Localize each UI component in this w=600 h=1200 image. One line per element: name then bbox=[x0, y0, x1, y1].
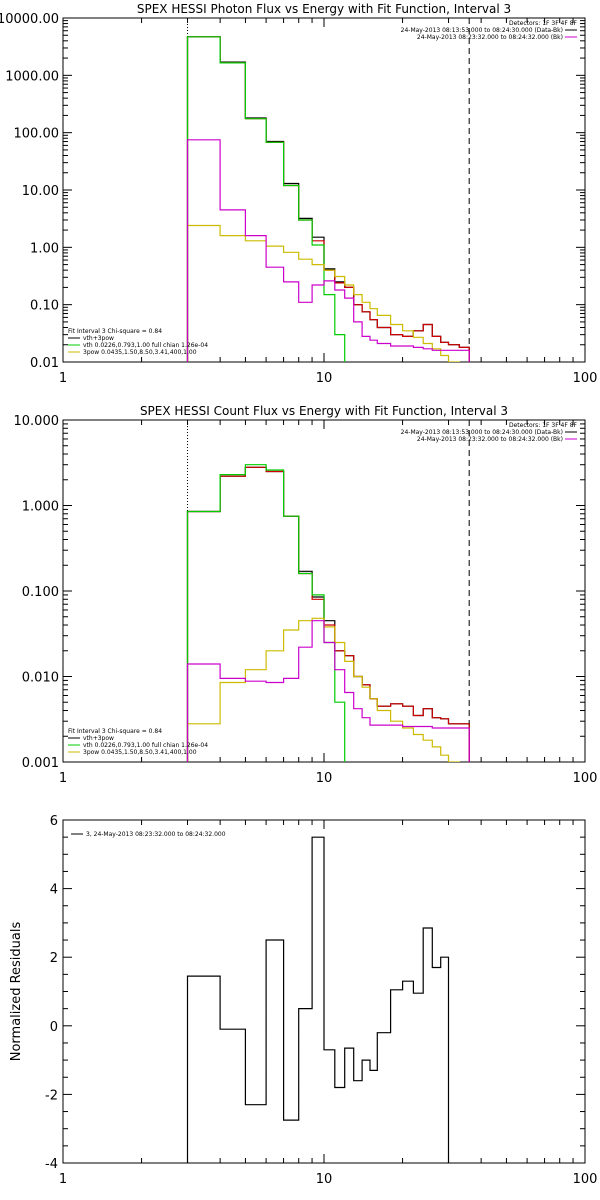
fit-legend-entry: vth+3pow bbox=[83, 335, 114, 342]
series-line-3 bbox=[186, 464, 346, 762]
y-tick-label: 0.001 bbox=[22, 756, 59, 771]
fit-legend-header: Fit Interval 3 Chi-square = 0.84 bbox=[68, 328, 162, 335]
plot-frame bbox=[62, 419, 586, 763]
y-tick-label: 0.010 bbox=[22, 671, 59, 686]
chart-panel-3: 1 10 100 -4 -2 0 2 4 6 Normalized Residuals 3, 24-… bbox=[9, 814, 597, 1187]
legend-header: Detectors: 1F 3F 4F 8F bbox=[509, 20, 578, 27]
legend-entry: 24-May-2013 08:23:32.000 to 08:24:32.000… bbox=[417, 436, 563, 443]
series-line-4 bbox=[186, 617, 460, 762]
legend-entry: 24-May-2013 08:13:53.000 to 08:24:30.000… bbox=[401, 429, 563, 436]
series-group bbox=[186, 36, 470, 362]
fit-legend-entry: vth 0.0226,0.793,1.00 full chian 1.26e-0… bbox=[83, 742, 208, 749]
x-tick-label: 1 bbox=[59, 1172, 67, 1187]
y-tick-label: 0.01 bbox=[30, 356, 59, 371]
series-line-5 bbox=[186, 139, 470, 362]
legend-entry: 24-May-2013 08:13:53.000 to 08:24:30.000… bbox=[401, 27, 563, 34]
y-tick-label: 10.000 bbox=[14, 414, 60, 429]
series-line-1 bbox=[186, 836, 450, 1163]
series-line-2 bbox=[186, 36, 470, 362]
fit-legend-entry: 3pow 0.0435,1.50,8.50,3.41,400,1.00 bbox=[83, 349, 197, 356]
legend-entry: 3, 24-May-2013 08:23:32.000 to 08:24:32.… bbox=[86, 831, 226, 838]
chart-panel-1: SPEX HESSI Photon Flux vs Energy with Fi… bbox=[0, 2, 597, 386]
series-line-5 bbox=[186, 620, 470, 762]
legend-bottom-left: Fit Interval 3 Chi-square = 0.84vth+3pow… bbox=[68, 728, 208, 756]
series-line-3 bbox=[186, 36, 346, 362]
x-tick-label: 100 bbox=[573, 771, 598, 786]
x-tick-label: 1 bbox=[59, 771, 67, 786]
y-tick-label: 1.00 bbox=[30, 241, 59, 256]
y-tick-label: 0 bbox=[50, 1020, 58, 1035]
y-tick-label: -2 bbox=[45, 1088, 58, 1103]
legend-header: Detectors: 1F 3F 4F 8F bbox=[509, 422, 578, 429]
fit-legend-entry: vth+3pow bbox=[83, 735, 114, 742]
x-tick-label: 1 bbox=[59, 371, 67, 386]
series-line-1 bbox=[186, 466, 470, 762]
y-tick-label: 10000.00 bbox=[0, 12, 59, 27]
y-tick-label: 1000.00 bbox=[5, 69, 59, 84]
series-line-1 bbox=[186, 36, 470, 362]
legend-entry: 24-May-2013 08:23:32.000 to 08:24:32.000… bbox=[417, 34, 563, 41]
series-line-2 bbox=[186, 466, 470, 762]
y-tick-label: 100.00 bbox=[14, 127, 60, 142]
series-group bbox=[186, 836, 450, 1163]
y-tick-label: 10.00 bbox=[22, 184, 59, 199]
chart-panel-2: SPEX HESSI Count Flux vs Energy with Fit… bbox=[14, 404, 598, 786]
x-tick-label: 10 bbox=[316, 1172, 333, 1187]
y-tick-label: -4 bbox=[45, 1157, 58, 1172]
x-tick-label: 10 bbox=[316, 371, 333, 386]
y-tick-label: 1.000 bbox=[22, 500, 59, 515]
y-tick-label: 0.100 bbox=[22, 585, 59, 600]
x-tick-label: 10 bbox=[316, 771, 333, 786]
y-tick-label: 4 bbox=[50, 883, 58, 898]
fit-legend-header: Fit Interval 3 Chi-square = 0.84 bbox=[68, 728, 162, 735]
legend-bottom-left: Fit Interval 3 Chi-square = 0.84vth+3pow… bbox=[68, 328, 208, 356]
x-tick-label: 100 bbox=[573, 371, 598, 386]
y-tick-label: 0.10 bbox=[30, 299, 59, 314]
y-tick-label: 2 bbox=[50, 951, 58, 966]
series-group bbox=[186, 464, 470, 762]
y-axis-label: Normalized Residuals bbox=[9, 922, 24, 1062]
chart-title: SPEX HESSI Photon Flux vs Energy with Fi… bbox=[137, 2, 511, 16]
fit-legend-entry: vth 0.0226,0.793,1.00 full chian 1.26e-0… bbox=[83, 342, 208, 349]
series-line-4 bbox=[186, 224, 460, 362]
x-tick-label: 100 bbox=[573, 1172, 598, 1187]
legend-top-left: 3, 24-May-2013 08:23:32.000 to 08:24:32.… bbox=[71, 831, 226, 838]
chart-title: SPEX HESSI Count Flux vs Energy with Fit… bbox=[140, 404, 508, 418]
y-tick-label: 6 bbox=[50, 814, 58, 829]
fit-legend-entry: 3pow 0.0435,1.50,8.50,3.41,400,1.00 bbox=[83, 749, 197, 756]
plot-frame bbox=[62, 17, 586, 363]
